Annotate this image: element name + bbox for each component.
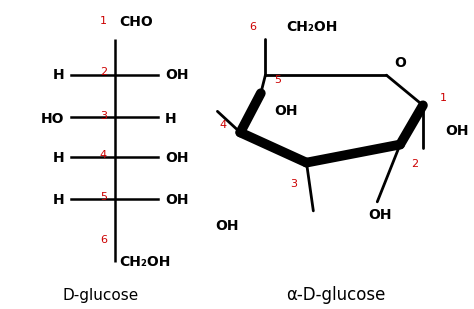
Text: 1: 1 xyxy=(100,16,107,26)
Text: 3: 3 xyxy=(291,179,297,189)
Text: 1: 1 xyxy=(440,93,447,103)
Text: 4: 4 xyxy=(219,120,227,130)
Text: 2: 2 xyxy=(411,159,419,169)
Text: 5: 5 xyxy=(274,75,282,85)
Text: 6: 6 xyxy=(249,22,256,32)
Text: CH₂OH: CH₂OH xyxy=(286,20,337,34)
Text: H: H xyxy=(165,112,176,126)
Text: 3: 3 xyxy=(100,111,107,121)
Text: CHO: CHO xyxy=(119,15,153,29)
Text: H: H xyxy=(53,151,64,165)
Text: HO: HO xyxy=(41,112,64,126)
Text: 2: 2 xyxy=(100,67,107,77)
Text: OH: OH xyxy=(274,104,298,118)
Text: H: H xyxy=(53,68,64,82)
Text: H: H xyxy=(53,193,64,207)
Text: OH: OH xyxy=(215,219,238,233)
Text: OH: OH xyxy=(165,193,188,207)
Text: D-glucose: D-glucose xyxy=(63,288,139,303)
Text: OH: OH xyxy=(445,124,468,138)
Text: OH: OH xyxy=(368,208,392,222)
Text: 4: 4 xyxy=(100,150,107,160)
Text: CH₂OH: CH₂OH xyxy=(119,255,171,269)
Text: O: O xyxy=(394,56,406,70)
Text: α-D-glucose: α-D-glucose xyxy=(286,286,386,304)
Text: OH: OH xyxy=(165,151,188,165)
Text: OH: OH xyxy=(165,68,188,82)
Text: 6: 6 xyxy=(100,235,107,244)
Text: 5: 5 xyxy=(100,192,107,202)
